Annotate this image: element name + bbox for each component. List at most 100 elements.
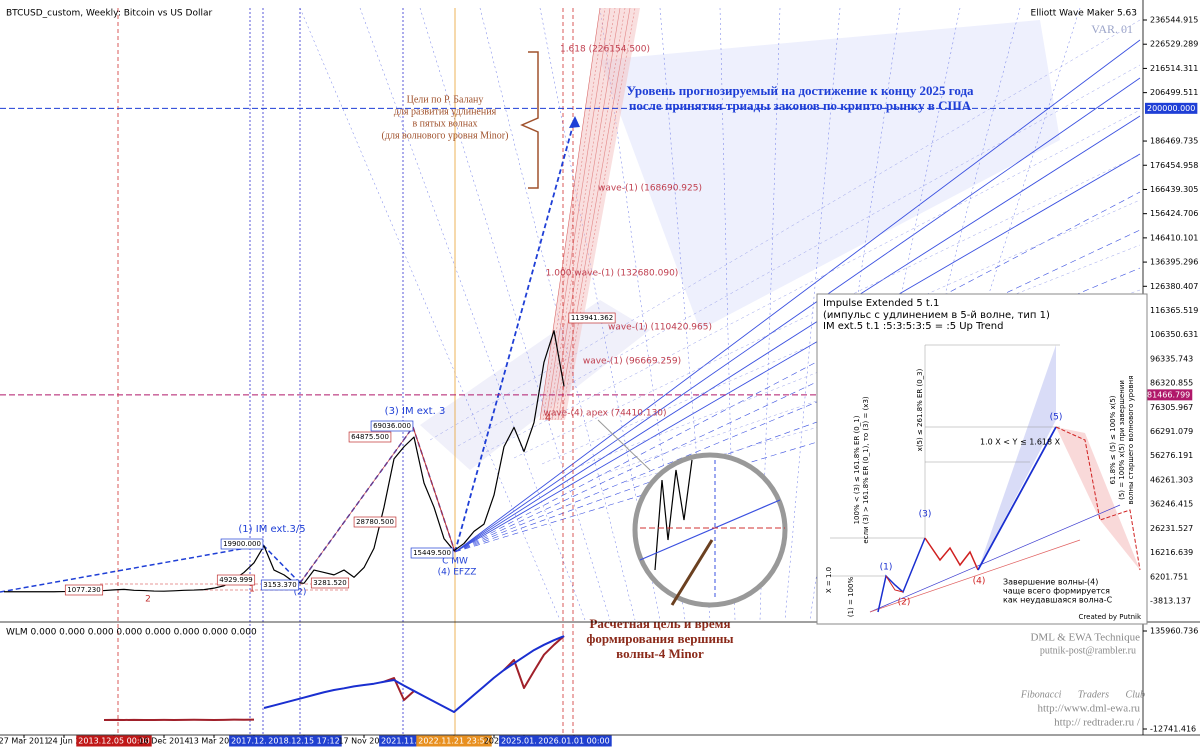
panel-rule: X = 1.0	[825, 567, 833, 593]
y-tick-label: 36246.415	[1150, 500, 1193, 509]
note-line: после принятия триады законов по крипто …	[629, 98, 972, 113]
level-label-box	[1145, 102, 1198, 114]
drawing-line	[454, 191, 1141, 553]
panel-note: как неудавшаяся волна-С	[1003, 596, 1113, 605]
wave-label: 4	[545, 413, 551, 424]
arrow-head	[569, 116, 580, 128]
watermark-line: http:// redtrader.ru /	[1054, 717, 1141, 729]
panel-credit: Created by Putnik	[1079, 613, 1142, 621]
drawing-line	[454, 267, 1141, 553]
x-tick-label: 27 Mar 2011	[0, 737, 49, 746]
x-tick-label-box	[76, 735, 152, 747]
shade	[1056, 427, 1140, 570]
x-tick-label: 17 Nov 2019	[338, 737, 389, 746]
wave-label: 2	[145, 595, 151, 605]
price-label-box	[260, 579, 300, 591]
price-label-box	[568, 312, 616, 324]
forecast-note: Уровень прогнозируемый на достижение к к…	[626, 83, 974, 113]
y-tick-label: 226529.289	[1150, 40, 1198, 49]
fan-shade	[600, 20, 1060, 330]
watermark-line: Fibonacci Traders Club	[1020, 689, 1145, 700]
pointer	[670, 539, 714, 606]
indicator-name: Elliott Wave Maker 5.63	[1031, 9, 1137, 19]
price-label-box	[310, 577, 350, 589]
wave-label: (1) IM ext.3/5	[238, 524, 305, 535]
panel-rule: (5) = 100% x(5) при завершении	[1118, 380, 1126, 500]
watermark: DML & EWA Technique putnik-post@rambler.…	[1020, 632, 1145, 729]
y-tick-label: 6201.751	[1150, 572, 1188, 581]
panel-rule: если (3) > 161.8% ER (0_1), то (3) = (x3…	[862, 396, 870, 544]
panel-rule: волны старшего волнового уровня	[1127, 376, 1135, 505]
drawing-line	[454, 39, 1141, 553]
price-label-box	[370, 420, 414, 432]
y-tick-label: 136395.296	[1150, 258, 1198, 267]
drawing-tools	[0, 7, 1141, 735]
drawing-line	[299, 7, 561, 621]
projection	[1055, 426, 1141, 571]
targets-note: Цели по Р. Балану для развития удлинения…	[382, 94, 509, 141]
price-label: 113941.362	[571, 314, 613, 322]
x-tick-label: 13 Mar 2016	[189, 737, 240, 746]
panel-ratio: 1.0 X < Y ≤ 1.618 X	[980, 438, 1061, 447]
y-tick-label: 16216.639	[1150, 548, 1193, 557]
y-tick-label: 26231.527	[1150, 524, 1193, 533]
wave-label: wave-(1) (168690.925)	[598, 184, 702, 194]
x-tick-label: 24 Jun 2	[48, 737, 81, 746]
note-line: Цели по Р. Балану	[407, 94, 484, 105]
note-line: для развития удлинения	[394, 106, 497, 117]
chart-title: BTCUSD_custom, Weekly: Bitcoin vs US Dol…	[6, 9, 212, 19]
price-label-box	[64, 584, 104, 596]
panel-formula: IM ext.5 t.1 :5:3:5:3:5 = :5 Up Trend	[823, 321, 1003, 332]
x-tick-label: 2013.12.05 00:00	[78, 737, 149, 746]
y-tick-label: 176454.958	[1150, 161, 1198, 170]
wave	[885, 575, 904, 593]
y-tick-label: 186469.735	[1150, 137, 1198, 146]
drawing-line	[454, 229, 1141, 553]
drawing-line	[412, 426, 456, 553]
drawing-line	[0, 544, 264, 593]
x-tick-label: 2024	[484, 737, 504, 746]
level-label: 200000.000	[1147, 104, 1195, 113]
pointer	[597, 419, 651, 471]
y-tick-label: 106350.631	[1150, 330, 1198, 339]
price-label-box	[353, 516, 397, 528]
wave-label: wave-(4) apex (74410.130)	[543, 409, 666, 419]
y-tick-label: 66291.079	[1150, 427, 1193, 436]
price-label: 1077.230	[67, 586, 100, 594]
x-tick-label-box	[379, 735, 429, 747]
x-tick-label: 2018.12.15 17:12	[268, 737, 339, 746]
wave-label: (2)	[898, 598, 911, 608]
drawing-line	[262, 544, 301, 584]
price-label-box	[216, 574, 256, 586]
y-tick-label: -3813.137	[1150, 596, 1191, 605]
wave-label: 1	[249, 585, 255, 595]
x-tick-label-box	[229, 735, 279, 747]
panel-rule: 100% < (3) ≤ 161.8% ER (0_1)	[853, 415, 861, 524]
watermark-line: DML & EWA Technique	[1030, 632, 1140, 644]
wave	[977, 426, 1057, 571]
magnifier-content	[654, 459, 693, 571]
wave-label: (4)	[973, 577, 986, 587]
brace	[520, 51, 539, 189]
y-tick-label: 135960.736	[1150, 626, 1198, 635]
x-tick-label-box	[536, 735, 612, 747]
note-line: формирования вершины	[586, 631, 733, 646]
y-tick-label: 156424.706	[1150, 209, 1198, 218]
note-line: волны-4 Minor	[616, 646, 704, 661]
panel-subtitle: (импульс с удлинением в 5-й волне, тип 1…	[823, 310, 1050, 321]
wave	[877, 537, 926, 613]
price-label-box	[410, 547, 454, 559]
info-panel: Impulse Extended 5 t.1 (импульс с удлине…	[816, 293, 1148, 625]
note-line: Уровень прогнозируемый на достижение к к…	[626, 83, 974, 98]
y-tick-label: 86320.855	[1150, 379, 1193, 388]
price-label: 4929.999	[219, 576, 252, 584]
wave-label: (2)	[294, 588, 307, 598]
y-tick-label: 96335.743	[1150, 354, 1193, 363]
fan-shade	[420, 300, 650, 470]
price-label-box	[220, 538, 264, 550]
price-label: 69036.000	[373, 422, 411, 430]
x-tick-label: 2017.12.17	[231, 737, 277, 746]
y-tick-label: -12741.416	[1150, 725, 1196, 734]
